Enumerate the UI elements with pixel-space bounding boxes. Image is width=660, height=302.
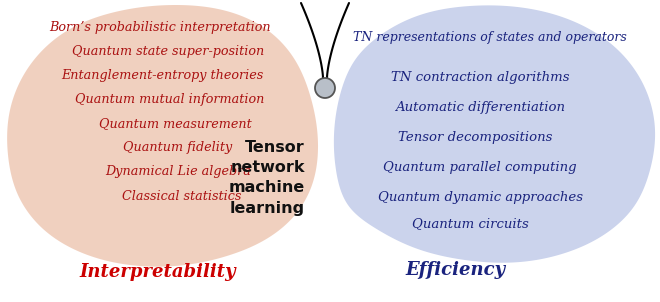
Text: Quantum mutual information: Quantum mutual information <box>75 94 265 107</box>
Circle shape <box>315 78 335 98</box>
Text: Dynamical Lie algebra: Dynamical Lie algebra <box>105 165 251 178</box>
Text: Quantum circuits: Quantum circuits <box>412 217 529 230</box>
Text: learning: learning <box>230 201 305 216</box>
Text: Tensor decompositions: Tensor decompositions <box>398 131 552 144</box>
Text: Quantum state super-position: Quantum state super-position <box>72 46 264 59</box>
Text: TN contraction algorithms: TN contraction algorithms <box>391 72 569 85</box>
Text: network: network <box>230 160 305 175</box>
Text: Automatic differentiation: Automatic differentiation <box>395 101 565 114</box>
Text: TN representations of states and operators: TN representations of states and operato… <box>353 31 627 44</box>
Text: Entanglement-entropy theories: Entanglement-entropy theories <box>61 69 263 82</box>
Text: Quantum measurement: Quantum measurement <box>98 117 251 130</box>
Text: Tensor: Tensor <box>246 140 305 156</box>
Text: machine: machine <box>229 181 305 195</box>
Text: Classical statistics: Classical statistics <box>122 189 242 203</box>
Polygon shape <box>7 5 318 267</box>
Text: Interpretability: Interpretability <box>80 263 236 281</box>
Text: Born’s probabilistic interpretation: Born’s probabilistic interpretation <box>50 21 271 34</box>
Text: Quantum dynamic approaches: Quantum dynamic approaches <box>378 191 583 204</box>
Text: Efficiency: Efficiency <box>405 261 505 279</box>
Text: Quantum fidelity: Quantum fidelity <box>123 142 232 155</box>
Text: Quantum parallel computing: Quantum parallel computing <box>383 162 577 175</box>
Polygon shape <box>334 5 655 263</box>
